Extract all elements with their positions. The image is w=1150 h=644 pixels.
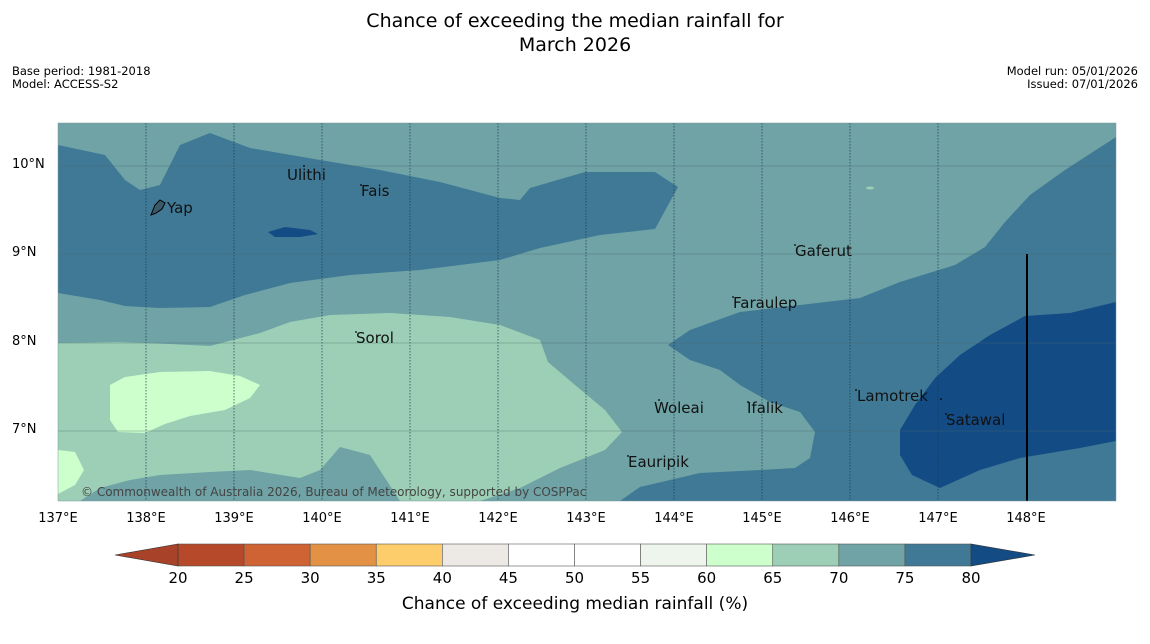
colorbar-tick-35: 35 [366,569,386,587]
place-woleai: Woleai [654,399,704,417]
lon-label-140: 140°E [302,511,342,526]
small-island [866,186,874,190]
place-ifalik: Ifalik [747,399,783,417]
colorbar-segment-20_25 [177,543,245,567]
colorbar-tick-30: 30 [300,569,320,587]
colorbar-extend-high [970,543,1036,567]
colorbar-tick-60: 60 [697,569,717,587]
place-lamotrek: Lamotrek [857,387,928,405]
place-sorol: Sorol [356,329,394,347]
place-satawal: Satawal [946,411,1006,429]
region-above80-north [268,227,318,237]
lon-label-144: 144°E [654,511,694,526]
place-gaferut: Gaferut [795,242,852,260]
meta-right: Model run: 05/01/2026 Issued: 07/01/2026 [1007,65,1138,91]
copyright-notice: © Commonwealth of Australia 2026, Bureau… [81,485,587,499]
colorbar-tick-25: 25 [234,569,254,587]
region-60-65-corner [58,450,84,494]
region-75-80-north [58,133,678,308]
lon-label-148: 148°E [1006,511,1046,526]
lon-label-137: 137°E [38,511,78,526]
colorbar-segment-65_70 [772,543,840,567]
colorbar-segment-45_50 [508,543,575,567]
lat-label-10: 10°N [12,157,45,172]
place-faraulep: Faraulep [733,294,798,312]
lon-label-146: 146°E [830,511,870,526]
lon-label-138: 138°E [126,511,166,526]
region-above80-east [900,302,1116,488]
colorbar-tick-65: 65 [763,569,783,587]
atoll-markers [303,165,947,457]
colorbar-tick-40: 40 [432,569,452,587]
region-65-70 [58,313,622,501]
title-line-2: March 2026 [518,34,632,56]
colorbar-tick-50: 50 [564,569,585,587]
colorbar-segment-30_35 [309,543,377,567]
meta-left: Base period: 1981-2018 Model: ACCESS-S2 [12,65,151,91]
lat-label-9: 9°N [12,245,37,260]
place-yap: Yap [167,199,193,217]
lon-label-143: 143°E [566,511,606,526]
colorbar [114,543,1036,567]
graticule [145,123,939,501]
colorbar-tick-75: 75 [895,569,915,587]
place-fais: Fais [361,182,390,200]
colorbar-segment-60_65 [706,543,774,567]
colorbar-tick-20: 20 [168,569,188,587]
chart-title: Chance of exceeding the median rainfall … [0,9,1150,57]
forecast-map [58,123,1116,501]
lon-label-142: 142°E [478,511,518,526]
map-border [57,122,1117,502]
colorbar-tick-45: 45 [498,569,518,587]
base-period: Base period: 1981-2018 [12,64,151,78]
place-eauripik: Eauripik [628,453,689,471]
issued-date: Issued: 07/01/2026 [1027,77,1138,91]
lon-label-145: 145°E [742,511,782,526]
lon-label-147: 147°E [918,511,958,526]
colorbar-extend-low [114,543,179,567]
title-line-1: Chance of exceeding the median rainfall … [366,10,784,32]
lon-label-141: 141°E [390,511,430,526]
model-run: Model run: 05/01/2026 [1006,64,1138,78]
colorbar-segment-75_80 [904,543,972,567]
colorbar-segment-50_55 [574,543,641,567]
lat-label-8: 8°N [12,334,37,349]
place-ulithi: Ulithi [287,166,326,184]
colorbar-segment-70_75 [838,543,906,567]
model-name: Model: ACCESS-S2 [12,77,119,91]
colorbar-segment-55_60 [640,543,707,567]
colorbar-segment-40_45 [442,543,509,567]
region-60-65-west [110,371,260,433]
colorbar-segment-25_30 [243,543,311,567]
lat-label-7: 7°N [12,422,37,437]
colorbar-segment-35_40 [375,543,443,567]
colorbar-tick-55: 55 [631,569,651,587]
colorbar-tick-80: 80 [961,569,981,587]
yap-island [150,199,166,216]
colorbar-tick-70: 70 [829,569,849,587]
latitude-lines [58,165,1116,432]
colorbar-label: Chance of exceeding median rainfall (%) [401,594,749,614]
lon-label-139: 139°E [214,511,254,526]
